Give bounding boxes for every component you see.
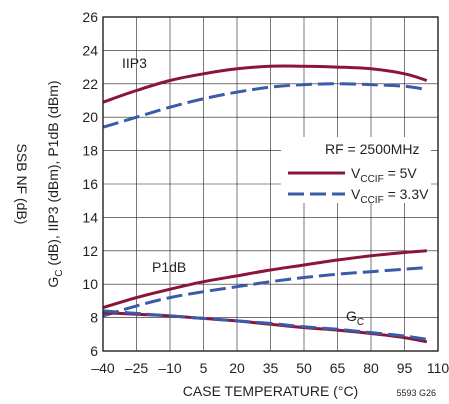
legend-label-3v3: VCCIF = 3.3V	[351, 186, 429, 206]
legend-label-5v-rest: = 5V	[384, 165, 418, 181]
y-tick-label: 10	[82, 276, 98, 292]
series-line-gc-vccif-5v	[102, 311, 428, 344]
figure-id: 5593 G26	[396, 388, 436, 398]
series-line-gc-vccif-3-3v	[102, 309, 428, 341]
plot-frame	[102, 16, 439, 352]
x-tick-label: 65	[330, 360, 346, 376]
x-tick-label: –40	[91, 360, 115, 376]
legend-label-3v3-rest: = 3.3V	[384, 186, 429, 202]
annotation-iip3: IIP3	[122, 55, 147, 71]
legend-label-5v-main: V	[351, 165, 361, 181]
legend-label-5v-sub: CCIF	[360, 174, 383, 185]
x-tick-label: –25	[125, 360, 149, 376]
legend-label-3v3-main: V	[351, 186, 361, 202]
y-tick-label: 12	[82, 243, 98, 259]
y-tick-label: 22	[82, 76, 98, 92]
annotation-gc-main: G	[346, 308, 357, 324]
x-axis-label: CASE TEMPERATURE (°C)	[183, 383, 358, 399]
y-tick-label: 6	[90, 343, 98, 359]
legend-title: RF = 2500MHz	[325, 141, 420, 157]
y-tick-label: 26	[82, 9, 98, 25]
series-line-iip3-vccif-5v	[102, 64, 428, 104]
y-tick-label: 24	[82, 42, 98, 58]
tick-labels: –40 –25 –10 5 20 35 50 65 80 95 110 6 8 10 12 14 16 18 20 2…	[82, 9, 449, 376]
series-line-p1db-vccif-5v	[102, 249, 427, 310]
annotation-gc: GC	[346, 308, 364, 328]
y-axis-label-outer: SSB NF (dB)	[14, 144, 30, 225]
x-tick-label: 95	[397, 360, 413, 376]
x-tick-label: 110	[427, 360, 449, 376]
y-axis-label-rest: (dB), IIP3 (dBm), P1dB (dBm)	[45, 80, 61, 269]
y-tick-label: 20	[82, 109, 98, 125]
series-line-iip3-vccif-3-3v	[102, 82, 428, 129]
plot-border	[102, 16, 439, 352]
y-axis-label-main: GC (dB), IIP3 (dBm), P1dB (dBm)	[45, 80, 65, 287]
x-tick-label: 50	[296, 360, 312, 376]
legend-label-3v3-sub: CCIF	[360, 195, 383, 206]
y-tick-label: 18	[82, 143, 98, 159]
y-tick-label: 16	[82, 176, 98, 192]
annotation-gc-sub: C	[357, 317, 364, 328]
y-tick-label: 14	[82, 209, 98, 225]
x-tick-label: 20	[229, 360, 245, 376]
x-tick-label: –10	[158, 360, 182, 376]
x-tick-label: 5	[200, 360, 208, 376]
y-axis-label-g: G	[45, 277, 61, 288]
series-line-p1db-vccif-3-3v	[102, 266, 427, 318]
legend-label-5v: VCCIF = 5V	[351, 165, 417, 185]
legend-background	[281, 137, 431, 203]
x-tick-label: 35	[263, 360, 279, 376]
x-tick-label: 80	[363, 360, 379, 376]
y-axis-label-c-sub: C	[54, 269, 65, 276]
annotation-p1db: P1dB	[152, 259, 186, 275]
y-tick-label: 8	[90, 310, 98, 326]
series-layer	[102, 64, 428, 344]
